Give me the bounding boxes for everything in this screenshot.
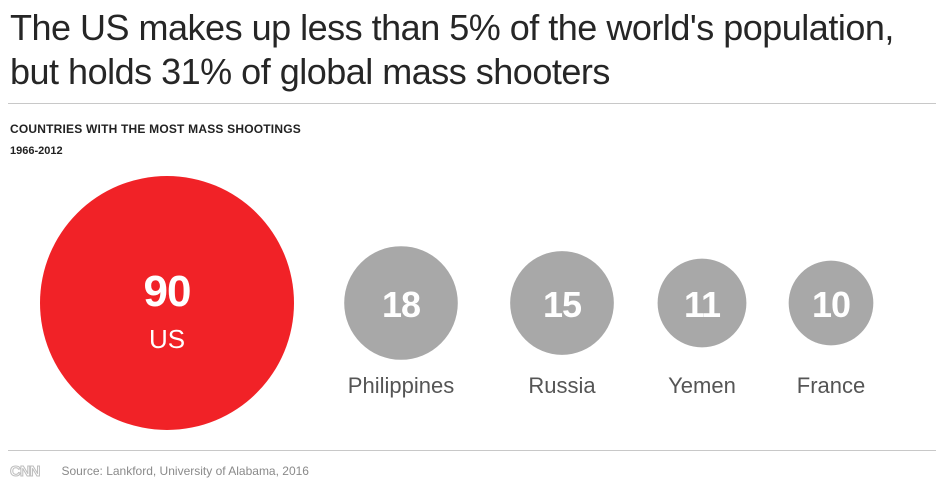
- bubble-chart: 90 US 18 Philippines 15 Russia 11 Yemen 10 France: [40, 176, 874, 430]
- value-label-russia: 15: [543, 284, 582, 325]
- value-label-us: 90: [144, 267, 191, 316]
- headline-line-1: The US makes up less than 5% of the worl…: [10, 7, 894, 48]
- value-label-france: 10: [812, 284, 850, 325]
- chart-period: 1966-2012: [10, 145, 63, 157]
- category-label-russia: Russia: [528, 373, 596, 398]
- top-divider: [8, 103, 936, 104]
- chart-title: COUNTRIES WITH THE MOST MASS SHOOTINGS: [10, 122, 301, 136]
- bubble-france: [788, 260, 874, 346]
- category-label-us: US: [149, 324, 185, 354]
- category-label-yemen: Yemen: [668, 373, 736, 398]
- bottom-divider: [8, 450, 936, 451]
- category-label-philippines: Philippines: [348, 373, 454, 398]
- footer: CNN Source: Lankford, University of Alab…: [10, 459, 309, 483]
- source-note: Source: Lankford, University of Alabama,…: [61, 464, 309, 478]
- bubble-philippines: [344, 246, 458, 360]
- bubble-yemen: [657, 258, 747, 348]
- bubble-us: [40, 176, 294, 430]
- category-label-france: France: [797, 373, 865, 398]
- value-label-philippines: 18: [382, 284, 420, 325]
- cnn-logo: CNN: [10, 462, 41, 480]
- headline-line-2: but holds 31% of global mass shooters: [10, 51, 610, 92]
- value-label-yemen: 11: [684, 284, 721, 325]
- bubble-russia: [510, 251, 614, 355]
- headline: The US makes up less than 5% of the worl…: [10, 6, 930, 94]
